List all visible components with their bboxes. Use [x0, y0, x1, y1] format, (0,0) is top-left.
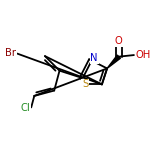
Text: Cl: Cl	[21, 103, 30, 113]
Polygon shape	[107, 55, 120, 68]
Text: Br: Br	[5, 48, 16, 58]
Text: N: N	[90, 53, 98, 63]
Text: S: S	[82, 79, 88, 89]
Text: OH: OH	[135, 50, 151, 60]
Text: O: O	[115, 36, 122, 46]
